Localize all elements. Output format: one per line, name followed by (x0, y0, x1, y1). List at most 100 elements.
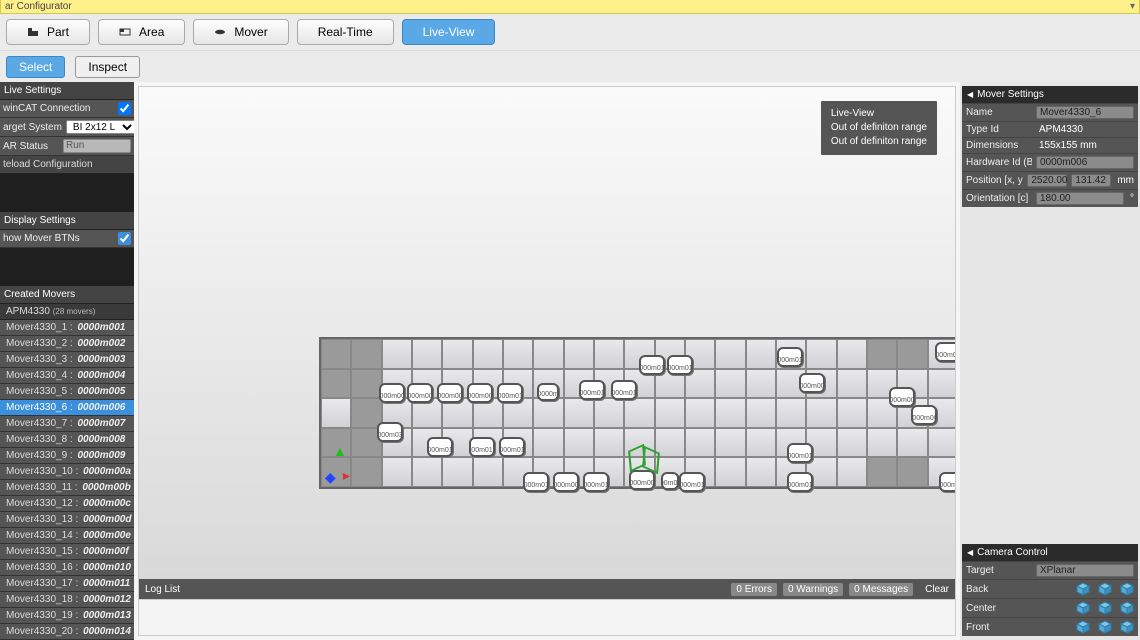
part-icon (27, 26, 39, 38)
log-title: Log List (145, 584, 180, 595)
part-label: Part (47, 25, 69, 39)
pos-x-field[interactable]: 2520.00 (1027, 174, 1067, 187)
mover-list-item[interactable]: Mover4330_5 : 0000m005 (0, 384, 134, 400)
stage-mover[interactable]: 0000m012 (579, 380, 605, 400)
stage-mover[interactable]: 0000m037 (377, 422, 403, 442)
mover-list-item[interactable]: Mover4330_16 : 0000m010 (0, 560, 134, 576)
stage-mover[interactable]: 0000m01d (787, 472, 813, 492)
mover-list-item[interactable]: Mover4330_6 : 0000m006 (0, 400, 134, 416)
area-button[interactable]: Area (98, 19, 185, 45)
stage-mover[interactable]: 0000m01e (679, 472, 705, 492)
grid-cell (837, 339, 867, 369)
part-button[interactable]: Part (6, 19, 90, 45)
show-mover-btns-checkbox[interactable] (118, 232, 131, 245)
mover-list-item[interactable]: Mover4330_9 : 0000m009 (0, 448, 134, 464)
stage-mover[interactable]: 0000m016 (639, 355, 665, 375)
name-field[interactable]: Mover4330_6 (1036, 106, 1134, 119)
stage-mover[interactable]: 0000m01c (497, 383, 523, 403)
stage-mover[interactable]: 0000m015 (777, 347, 803, 367)
camera-front-3-icon[interactable] (1120, 620, 1134, 634)
mover-settings-header[interactable]: Mover Settings (962, 86, 1138, 103)
mover-button[interactable]: Mover (193, 19, 288, 45)
grid-cell (715, 428, 745, 458)
grid-cell (594, 428, 624, 458)
target-system-select[interactable]: BI 2x12 L (CP-6 (66, 120, 134, 134)
twincat-checkbox[interactable] (118, 102, 131, 115)
stage-mover[interactable]: 0000m00a (467, 383, 493, 403)
hw-field[interactable]: 0000m006 (1036, 156, 1134, 169)
stage-mover[interactable]: 0000m01b (583, 472, 609, 492)
orient-field[interactable]: 180.00 (1036, 192, 1124, 205)
mover-list-item[interactable]: Mover4330_3 : 0000m003 (0, 352, 134, 368)
stage-mover[interactable]: 0000m00e (799, 373, 825, 393)
log-warnings-chip[interactable]: 0 Warnings (783, 583, 843, 596)
log-messages-chip[interactable]: 0 Messages (849, 583, 913, 596)
reload-config-link[interactable]: teload Configuration (0, 156, 134, 174)
camera-back-1-icon[interactable] (1076, 582, 1090, 596)
stage-mover[interactable]: 0000m00fX (661, 472, 679, 490)
grid-cell (382, 339, 412, 369)
grid-cell (412, 339, 442, 369)
stage-canvas[interactable]: Live-View Out of definiton range Out of … (139, 87, 955, 579)
stage-mover[interactable]: 0000m009 (553, 472, 579, 492)
stage-mover[interactable]: 0000m01a (499, 437, 525, 457)
mover-list-item[interactable]: Mover4330_18 : 0000m012 (0, 592, 134, 608)
stage-mover[interactable]: 0000m00c (379, 383, 405, 403)
camera-front-2-icon[interactable] (1098, 620, 1112, 634)
pos-y-field[interactable]: 131.42 (1071, 174, 1111, 187)
grid-cell (533, 398, 563, 428)
stage-mover[interactable]: 0000m010 (611, 380, 637, 400)
mover-list-item[interactable]: Mover4330_15 : 0000m00f (0, 544, 134, 560)
mover-list-item[interactable]: Mover4330_7 : 0000m007 (0, 416, 134, 432)
mover-list-item[interactable]: Mover4330_12 : 0000m00c (0, 496, 134, 512)
mover-list-item[interactable]: Mover4330_17 : 0000m011 (0, 576, 134, 592)
stage-mover[interactable]: 0000m014 (787, 443, 813, 463)
stage-mover[interactable]: 0000m017b (469, 437, 495, 457)
stage-mover[interactable]: 0000m00f (911, 405, 937, 425)
stage-mover[interactable]: 0000m008 (935, 342, 955, 362)
grid-cell (867, 339, 897, 369)
mover-list-item[interactable]: Mover4330_2 : 0000m002 (0, 336, 134, 352)
mover-list-item[interactable]: Mover4330_13 : 0000m00d (0, 512, 134, 528)
mover-group[interactable]: APM4330 (28 movers) (0, 304, 134, 320)
stage-mover[interactable]: 0000m017 (667, 355, 693, 375)
mover-list-item[interactable]: Mover4330_10 : 0000m00a (0, 464, 134, 480)
mover-list-item[interactable]: Mover4330_4 : 0000m004 (0, 368, 134, 384)
grid-cell (442, 339, 472, 369)
mover-list-item[interactable]: Mover4330_19 : 0000m013 (0, 608, 134, 624)
realtime-button[interactable]: Real-Time (297, 19, 394, 45)
log-errors-chip[interactable]: 0 Errors (731, 583, 777, 596)
stage-mover[interactable]: 0000m019 (427, 437, 453, 457)
grid-cell (806, 398, 836, 428)
camera-header[interactable]: Camera Control (962, 544, 1138, 561)
hw-label: Hardware Id (BT... (966, 157, 1032, 168)
select-button[interactable]: Select (6, 56, 65, 78)
stage-mover[interactable]: 0000m00b (437, 383, 463, 403)
grid-cell (746, 369, 776, 399)
camera-center-3-icon[interactable] (1120, 601, 1134, 615)
mover-list-item[interactable]: Mover4330_1 : 0000m001 (0, 320, 134, 336)
right-panel: Mover Settings NameMover4330_6 Type IdAP… (960, 82, 1140, 640)
liveview-button[interactable]: Live-View (402, 19, 496, 45)
stage-mover[interactable]: 0000m00d (407, 383, 433, 403)
dim-label: Dimensions (966, 140, 1032, 151)
mover-list-item[interactable]: Mover4330_8 : 0000m008 (0, 432, 134, 448)
mover-list-item[interactable]: Mover4330_14 : 0000m00e (0, 528, 134, 544)
stage-mover[interactable]: 0000m (537, 383, 559, 401)
mover-list-item[interactable]: Mover4330_11 : 0000m00b (0, 480, 134, 496)
stage-mover[interactable]: 0000m011 (523, 472, 549, 492)
camera-back-2-icon[interactable] (1098, 582, 1112, 596)
stage-mover[interactable]: 0000m004 (889, 387, 915, 407)
camera-center-2-icon[interactable] (1098, 601, 1112, 615)
camera-front-1-icon[interactable] (1076, 620, 1090, 634)
mover-list-item[interactable]: Mover4330_20 : 0000m014 (0, 624, 134, 640)
log-body (139, 599, 955, 635)
ar-status-value: Run (63, 139, 131, 153)
camera-center-1-icon[interactable] (1076, 601, 1090, 615)
camera-target-field[interactable]: XPlanar (1036, 564, 1134, 577)
camera-back-3-icon[interactable] (1120, 582, 1134, 596)
inspect-button[interactable]: Inspect (75, 56, 140, 78)
titlebar-collapse-icon[interactable]: ▾ (1130, 1, 1135, 12)
log-clear-button[interactable]: Clear (925, 584, 949, 595)
stage-mover[interactable]: 0000m018 (939, 472, 955, 492)
